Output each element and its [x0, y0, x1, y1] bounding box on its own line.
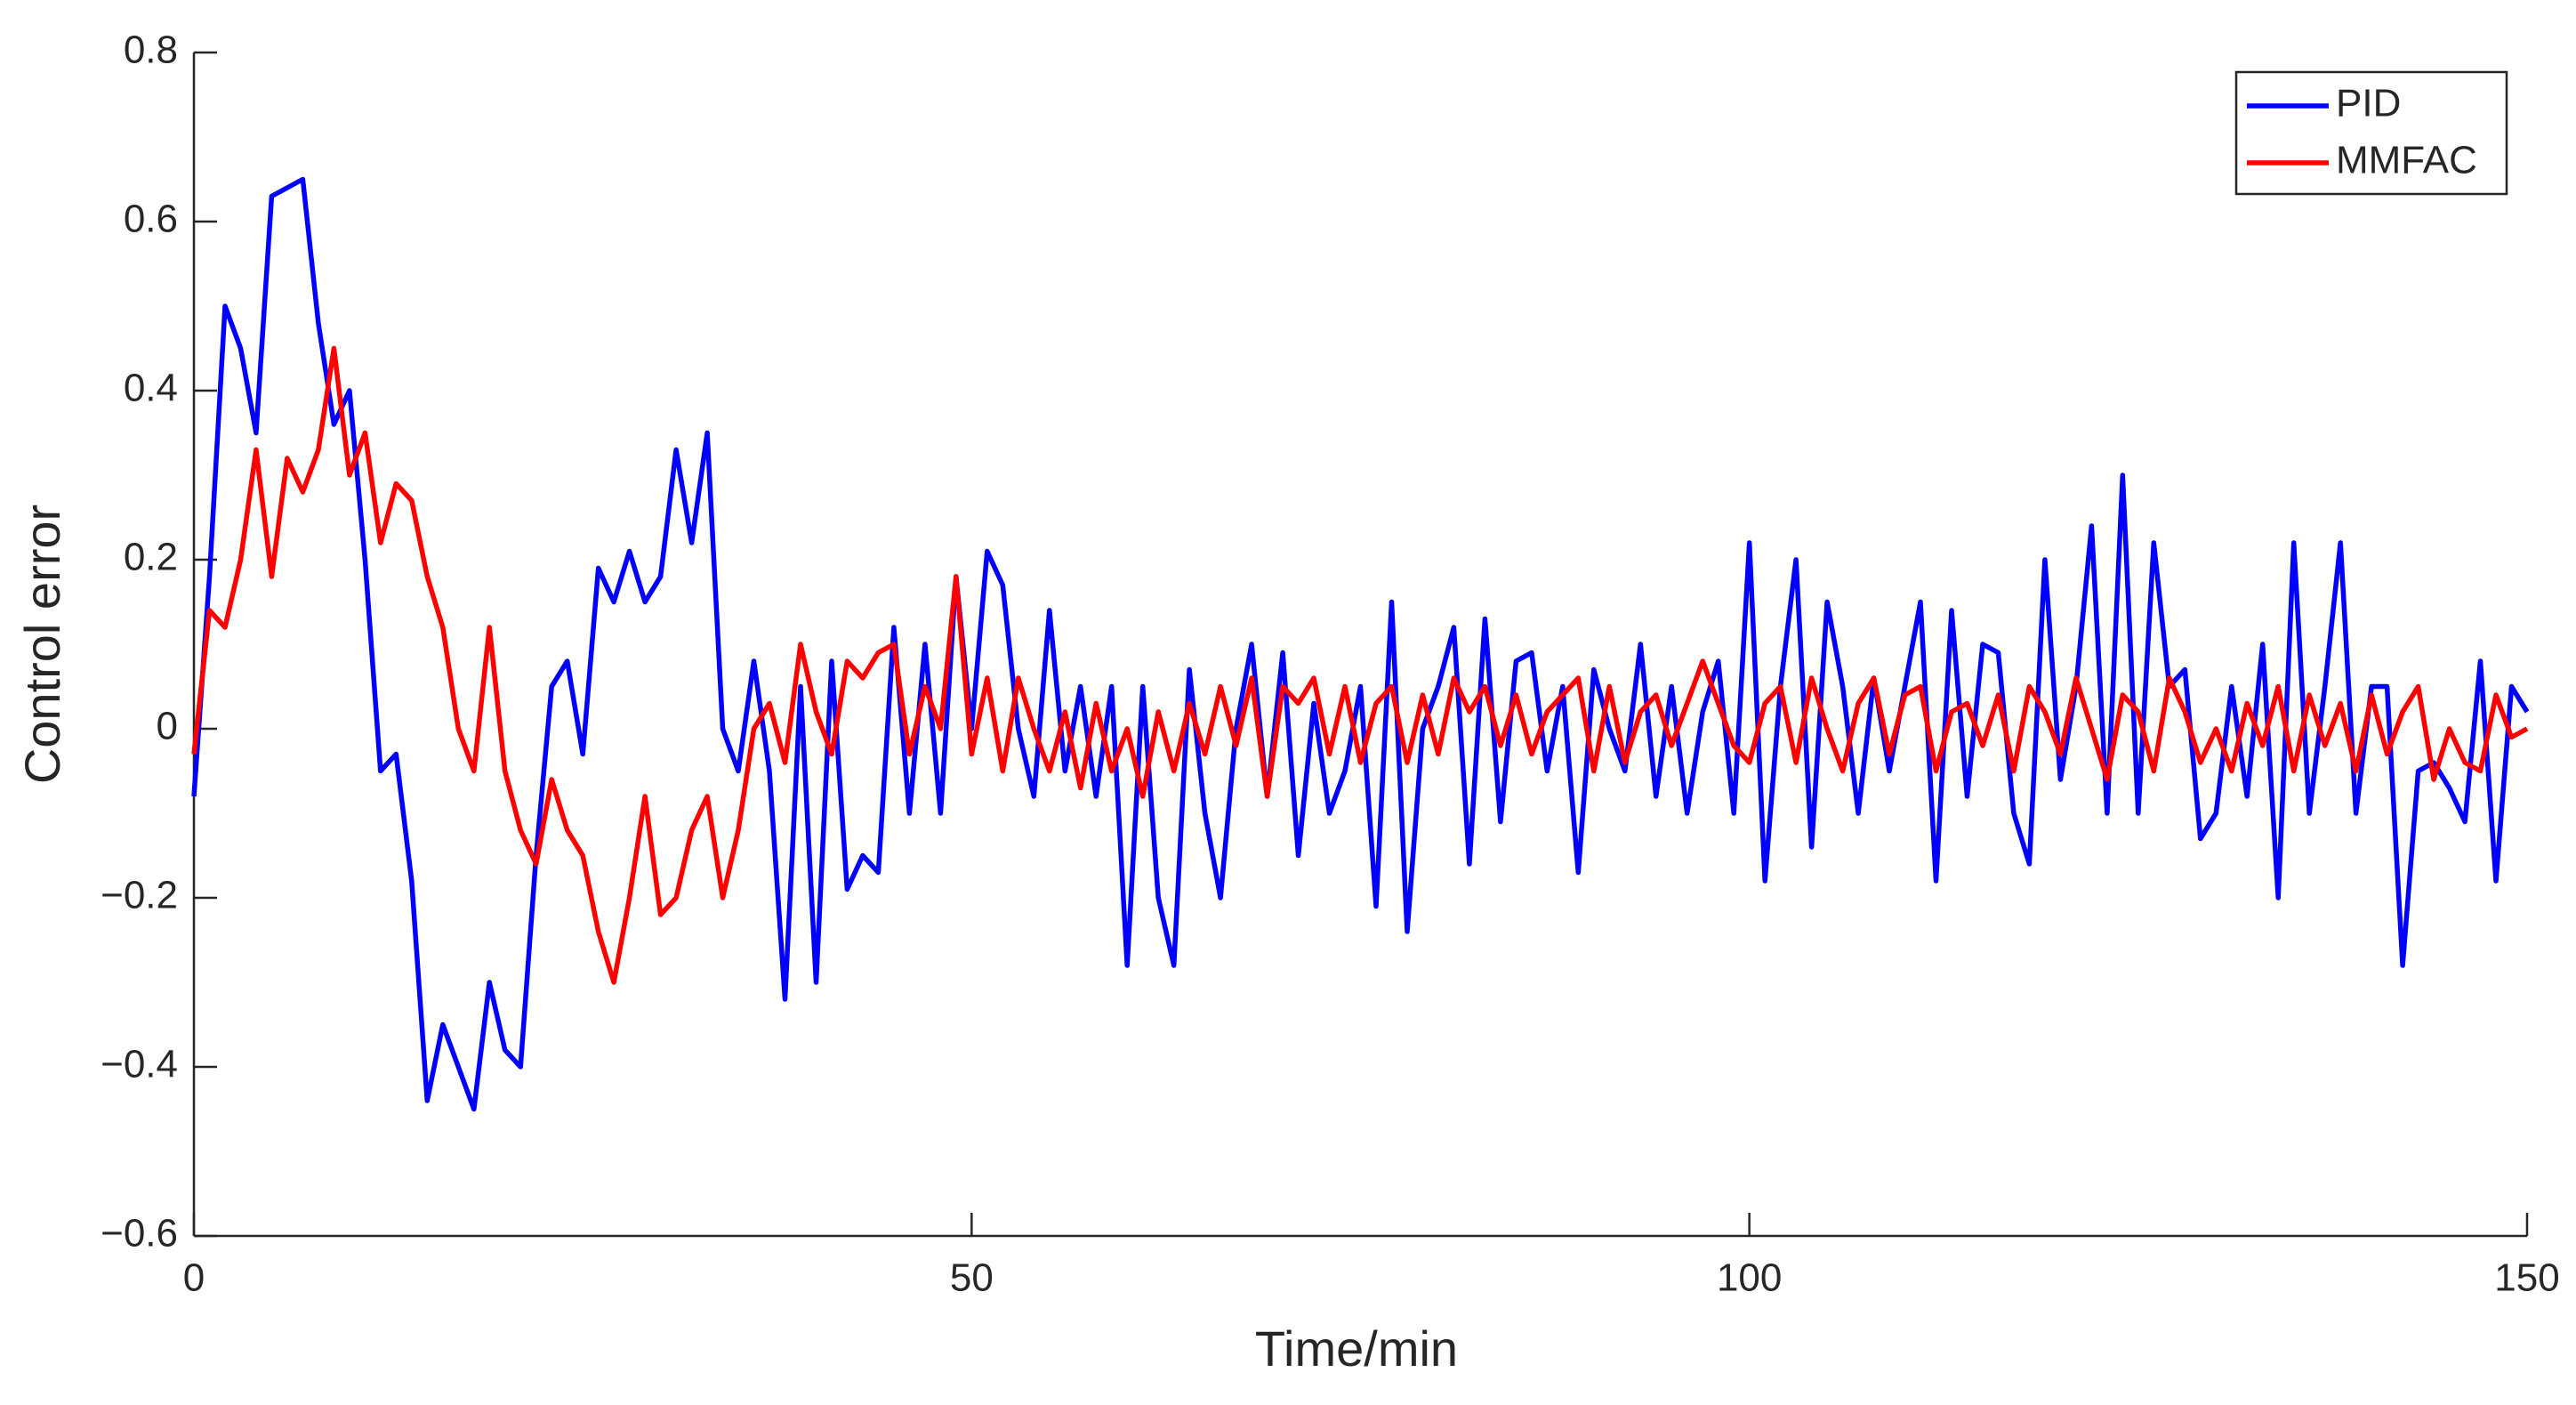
y-tick-label: 0: [157, 705, 178, 748]
x-tick-label: 50: [950, 1256, 994, 1300]
legend-label: PID: [2336, 82, 2401, 125]
y-tick-label: 0.6: [124, 198, 178, 241]
y-tick-label: 0.2: [124, 536, 178, 579]
legend-label: MMFAC: [2336, 139, 2477, 182]
y-tick-label: −0.2: [101, 874, 178, 917]
y-tick-label: −0.4: [101, 1043, 178, 1086]
y-axis-label: Control error: [14, 505, 70, 784]
data-line: [191, 176, 2530, 1112]
data-line: [191, 345, 2529, 985]
legend: PID MMFAC: [2234, 70, 2508, 196]
x-axis-label: Time/min: [1255, 1320, 1458, 1377]
x-tick-label: 0: [183, 1256, 205, 1300]
y-tick-label: 0.8: [124, 28, 178, 72]
x-tick-label: 150: [2494, 1256, 2559, 1300]
y-tick-label: −0.6: [101, 1212, 178, 1256]
y-tick-label: 0.4: [124, 367, 178, 410]
legend-box: [2234, 70, 2508, 196]
x-tick-label: 100: [1717, 1256, 1782, 1300]
